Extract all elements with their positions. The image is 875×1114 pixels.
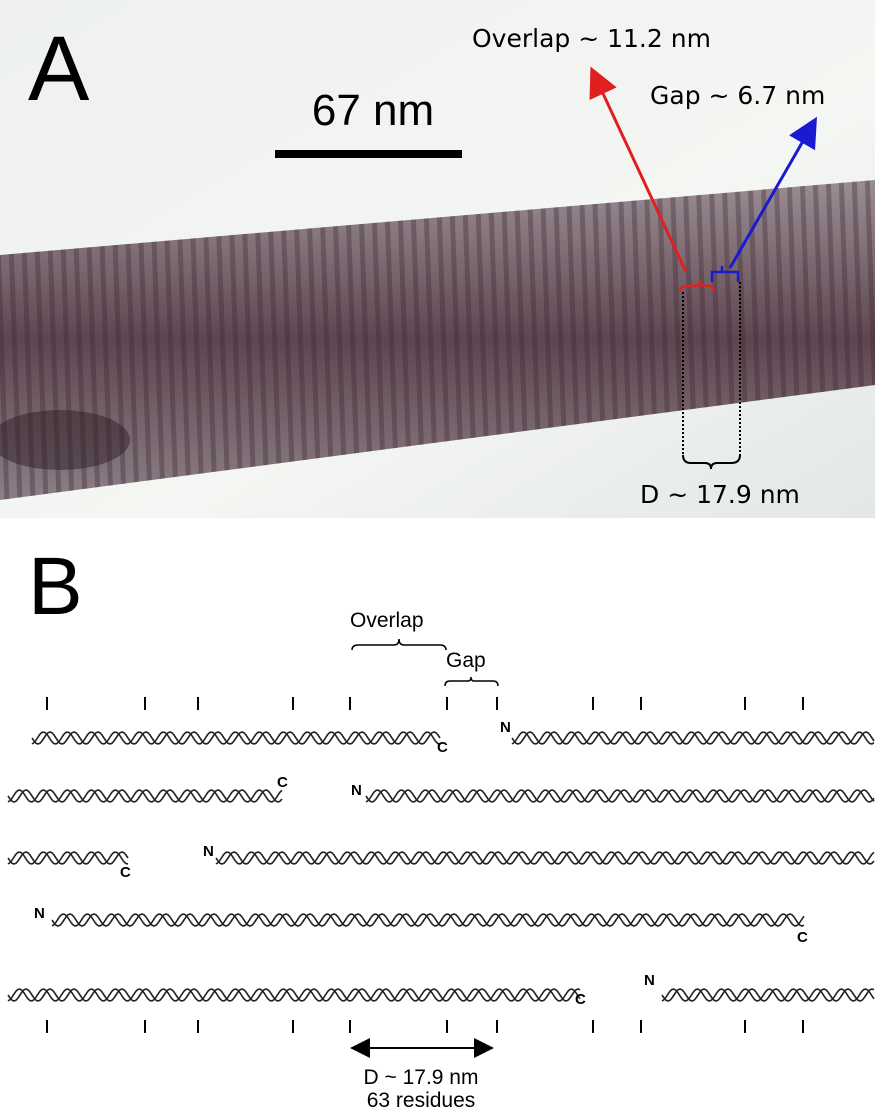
terminus-label: N [500, 719, 511, 736]
helix-strand [31, 731, 441, 745]
terminus-label: C [277, 774, 288, 791]
helix-strand [7, 851, 129, 865]
helix-strand [661, 988, 875, 1002]
panel-label: B [28, 541, 83, 632]
terminus-label: N [203, 843, 214, 860]
terminus-label: C [797, 929, 808, 946]
overlap-label: Overlap [350, 609, 424, 632]
terminus-label: C [575, 991, 586, 1008]
terminus-label: N [644, 972, 655, 989]
period-label: D ~ 17.9 nm [364, 1066, 479, 1089]
gap-bracket [444, 676, 499, 687]
overlap-arrow [589, 66, 688, 273]
helix-strand [7, 789, 283, 803]
overlap-bracket [678, 279, 716, 293]
gap-bracket [710, 266, 740, 282]
helix-strand [511, 731, 875, 745]
helix-strand [7, 988, 581, 1002]
helix-strand [51, 913, 805, 927]
helix-strand [215, 851, 875, 865]
helix-strand [31, 731, 441, 745]
scale-bar [275, 150, 462, 158]
terminus-label: N [351, 782, 362, 799]
helix-strand [365, 789, 875, 803]
scale-label: 67 nm [312, 86, 434, 135]
terminus-label: N [34, 905, 45, 922]
terminus-label: C [120, 864, 131, 881]
helix-rows: C N C N C N N C C N [7, 697, 875, 1033]
helix-strand [365, 789, 875, 803]
helix-strand [7, 988, 581, 1002]
helix-strand [7, 851, 129, 865]
period-bracket [682, 454, 741, 470]
residues-label: 63 residues [367, 1089, 476, 1112]
period-label: D ~ 17.9 nm [640, 480, 800, 509]
gap-arrow [728, 116, 817, 269]
gap-label: Gap [446, 649, 486, 672]
helix-strand [7, 789, 283, 803]
helix-strand [511, 731, 875, 745]
overlap-label: Overlap ~ 11.2 nm [472, 24, 711, 53]
terminus-label: C [437, 739, 448, 756]
gap-label: Gap ~ 6.7 nm [650, 81, 825, 110]
overlap-bracket [351, 638, 447, 651]
helix-strand [215, 851, 875, 865]
micrograph [0, 0, 875, 518]
panel-label: A [28, 18, 90, 120]
helix-strand [661, 988, 875, 1002]
